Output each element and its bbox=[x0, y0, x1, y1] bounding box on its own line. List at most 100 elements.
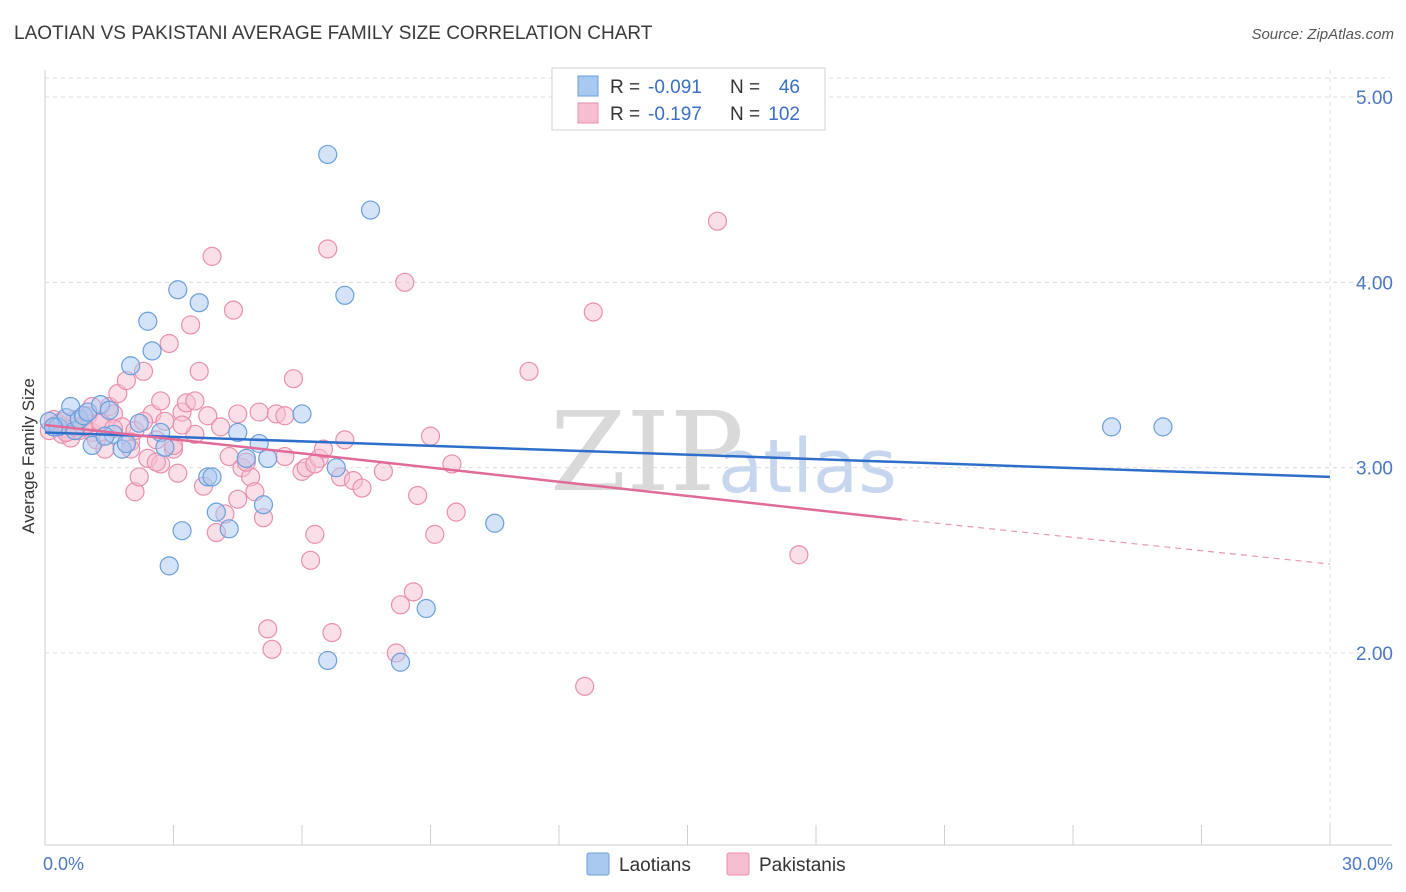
laotian-point-17 bbox=[142, 341, 162, 361]
pakistani-point-75 bbox=[408, 485, 428, 506]
pakistani-point-73 bbox=[395, 272, 415, 292]
pakistani-point-80 bbox=[519, 361, 539, 381]
pakistani-point-30 bbox=[159, 333, 179, 354]
laotian-point-37 bbox=[335, 285, 355, 305]
legend-r-value-2: -0.197 bbox=[648, 104, 702, 125]
legend-n-value-2: 102 bbox=[768, 104, 800, 125]
bottom-legend-pakistanis: Pakistanis bbox=[759, 855, 846, 876]
pakistani-point-54 bbox=[262, 639, 282, 659]
laotian-point-21 bbox=[168, 280, 188, 300]
y-tick-label-2: 4.00 bbox=[1356, 273, 1393, 294]
pakistani-trend-line bbox=[44, 423, 902, 521]
pakistani-point-76 bbox=[420, 426, 441, 446]
laotian-point-10 bbox=[99, 400, 119, 420]
legend-n-label-1: N = bbox=[730, 77, 760, 98]
laotian-point-14 bbox=[121, 356, 141, 376]
laotian-point-31 bbox=[253, 495, 274, 515]
pakistani-point-97 bbox=[172, 415, 192, 435]
pakistani-point-72 bbox=[390, 595, 411, 615]
pakistani-point-74 bbox=[403, 582, 423, 602]
chart-title: LAOTIAN VS PAKISTANI AVERAGE FAMILY SIZE… bbox=[14, 23, 653, 44]
laotian-point-13 bbox=[116, 433, 136, 454]
laotian-point-26 bbox=[206, 502, 226, 522]
pakistani-point-39 bbox=[198, 406, 218, 426]
pakistani-point-47 bbox=[228, 489, 248, 509]
pakistani-point-63 bbox=[313, 439, 334, 459]
pakistani-point-42 bbox=[211, 417, 231, 437]
laotian-point-28 bbox=[228, 422, 248, 443]
laotian-point-35 bbox=[318, 650, 338, 671]
legend-n-value-1: 46 bbox=[779, 77, 800, 98]
pakistani-point-64 bbox=[318, 239, 338, 259]
laotian-point-15 bbox=[129, 413, 149, 433]
laotian-point-20 bbox=[159, 556, 179, 576]
bottom-legend-swatch-pakistanis bbox=[726, 852, 750, 876]
pakistani-point-69 bbox=[352, 478, 372, 498]
pakistani-point-46 bbox=[228, 404, 248, 424]
y-tick-labels: 2.00 3.00 4.00 5.00 bbox=[1356, 88, 1393, 665]
pakistani-point-91 bbox=[185, 391, 205, 411]
bottom-legend-swatch-laotians bbox=[586, 852, 610, 876]
laotian-point-8 bbox=[82, 435, 102, 456]
x-tick-labels: 0.0% 30.0% bbox=[43, 854, 1393, 874]
bottom-legend-laotians: Laotians bbox=[619, 855, 691, 876]
laotian-point-38 bbox=[360, 200, 381, 220]
x-tick-label-1: 30.0% bbox=[1342, 854, 1393, 874]
pakistani-point-83 bbox=[707, 211, 728, 231]
laotian-point-42 bbox=[1101, 417, 1122, 437]
pakistani-point-57 bbox=[283, 369, 304, 389]
legend-swatch-laotians bbox=[577, 75, 599, 97]
axes bbox=[44, 70, 1392, 846]
pakistani-point-61 bbox=[305, 524, 325, 544]
pakistani-point-40 bbox=[202, 246, 222, 266]
legend-r-value-1: -0.091 bbox=[648, 77, 702, 98]
laotian-point-25 bbox=[202, 467, 222, 487]
top-legend: R = -0.091 N = 46 R = -0.197 N = 102 bbox=[551, 67, 826, 131]
pakistani-point-35 bbox=[181, 315, 201, 335]
y-axis-label: Average Family Size bbox=[19, 378, 38, 534]
laotian-point-33 bbox=[292, 404, 312, 424]
laotian-point-43 bbox=[1153, 417, 1173, 437]
pakistani-point-77 bbox=[425, 524, 445, 544]
laotian-point-34 bbox=[318, 144, 338, 165]
x-tick-label-0: 0.0% bbox=[43, 854, 84, 874]
laotian-trend-line bbox=[44, 431, 1331, 479]
watermark: ZIP atlas bbox=[550, 388, 897, 516]
pakistani-point-81 bbox=[575, 676, 595, 696]
laotian-point-41 bbox=[485, 513, 505, 533]
legend-n-label-2: N = bbox=[730, 104, 760, 125]
laotian-point-36 bbox=[326, 458, 346, 478]
pakistani-point-67 bbox=[335, 430, 355, 450]
pakistani-point-82 bbox=[583, 302, 603, 322]
pakistani-trend-extension bbox=[901, 518, 1331, 565]
pakistani-point-93 bbox=[146, 452, 166, 472]
legend-swatch-pakistanis bbox=[577, 102, 599, 124]
pakistani-point-37 bbox=[189, 361, 209, 381]
pakistani-point-45 bbox=[223, 300, 244, 320]
pakistani-point-53 bbox=[258, 619, 278, 639]
pakistani-point-28 bbox=[151, 391, 171, 411]
laotian-point-23 bbox=[189, 293, 209, 313]
pakistani-point-99 bbox=[305, 454, 325, 474]
y-tick-label-3: 5.00 bbox=[1356, 88, 1393, 109]
pakistani-point-60 bbox=[300, 550, 321, 570]
pakistani-point-32 bbox=[168, 463, 188, 483]
legend-r-label-1: R = bbox=[610, 77, 640, 98]
laotian-point-29 bbox=[236, 448, 256, 468]
trend-lines bbox=[44, 423, 1331, 565]
pakistani-point-98 bbox=[275, 406, 295, 426]
laotian-point-32 bbox=[258, 448, 278, 468]
pakistani-point-79 bbox=[446, 502, 466, 522]
laotian-point-27 bbox=[219, 519, 239, 539]
y-tick-label-0: 2.00 bbox=[1356, 644, 1393, 665]
laotian-point-22 bbox=[172, 521, 192, 541]
laotian-points bbox=[39, 144, 1173, 672]
bottom-legend: Laotians Pakistanis bbox=[586, 852, 846, 876]
pakistani-point-51 bbox=[249, 402, 269, 422]
laotian-point-40 bbox=[416, 598, 436, 619]
pakistani-point-22 bbox=[129, 467, 149, 487]
laotian-point-19 bbox=[155, 437, 175, 457]
source-label: Source: ZipAtlas.com bbox=[1251, 26, 1394, 43]
laotian-point-39 bbox=[390, 652, 411, 672]
pakistani-point-65 bbox=[322, 623, 342, 643]
